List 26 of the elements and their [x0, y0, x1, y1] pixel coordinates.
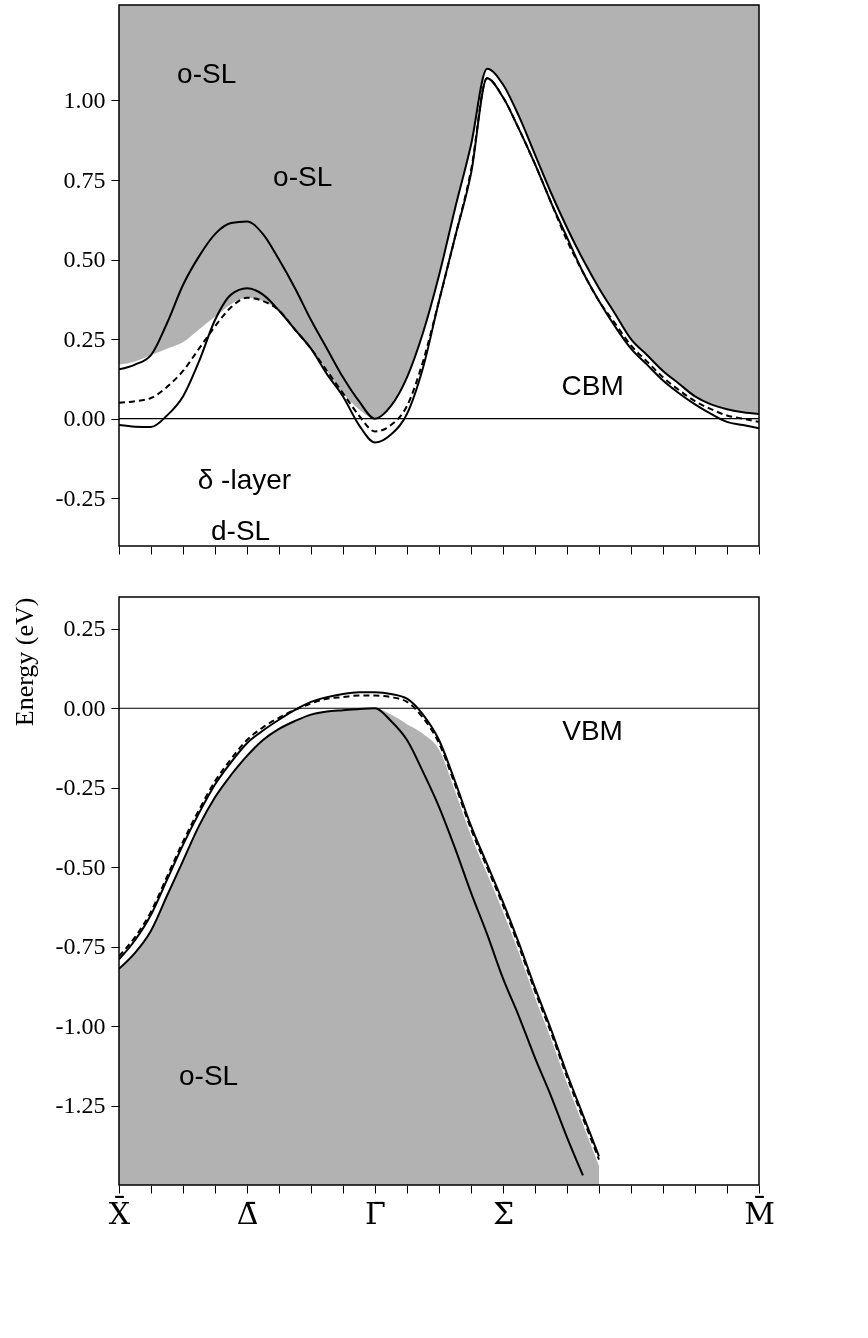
y-tick-label: -0.75	[55, 933, 106, 960]
x-tick-label: M̄	[744, 1195, 775, 1231]
annotation: δ -layer	[197, 464, 292, 496]
annotation: VBM	[562, 715, 623, 747]
y-tick-label: -0.25	[55, 774, 106, 801]
annotation: o-SL	[179, 1059, 239, 1091]
y-tick-label: -1.00	[55, 1012, 106, 1039]
x-tick-label: Σ̄	[492, 1195, 515, 1231]
y-tick-label: 1.00	[63, 86, 106, 113]
x-tick-label: Γ̄	[365, 1195, 386, 1231]
annotation: d-SL	[211, 515, 271, 547]
y-tick-label: -1.25	[55, 1092, 106, 1119]
y-tick-label: 0.25	[63, 615, 106, 642]
annotation: o-SL	[273, 161, 333, 193]
y-tick-label: 0.50	[63, 246, 106, 273]
y-tick-label: -0.50	[55, 853, 106, 880]
y-tick-label: 0.00	[63, 694, 106, 721]
y-tick-label: 0.25	[63, 325, 106, 352]
y-axis-title: Energy (eV)	[9, 597, 39, 727]
annotation: CBM	[561, 369, 624, 401]
y-tick-label: 0.00	[63, 405, 106, 432]
y-tick-label: -0.25	[55, 484, 106, 511]
x-tick-label: Δ̄	[236, 1195, 259, 1231]
x-tick-label: X̄	[108, 1195, 131, 1231]
y-tick-label: 0.75	[63, 166, 106, 193]
annotation: o-SL	[177, 58, 237, 90]
